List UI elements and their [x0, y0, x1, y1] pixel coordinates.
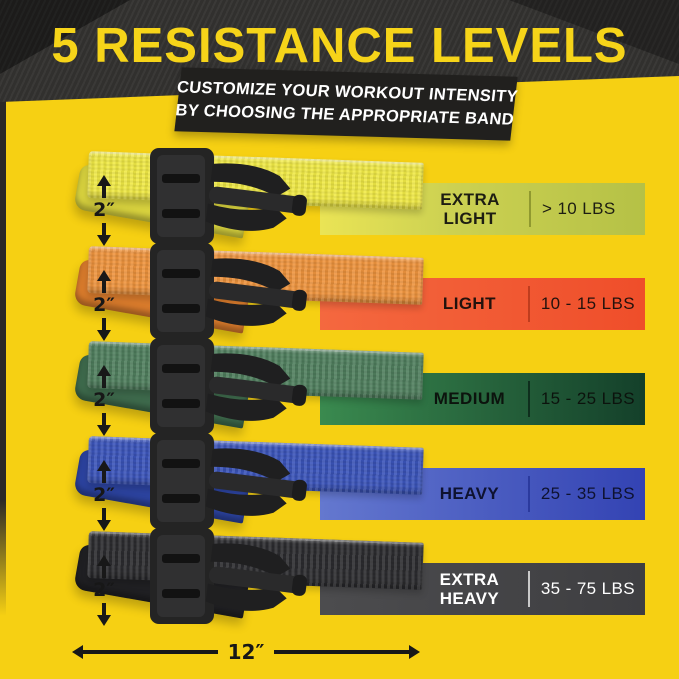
label-divider — [529, 191, 531, 227]
length-dimension-label: 12″ — [227, 640, 265, 664]
height-dimension-label: 2″ — [93, 293, 115, 316]
label-divider — [527, 381, 530, 417]
label-divider — [527, 476, 530, 512]
level-range: 15 - 25 LBS — [540, 389, 635, 408]
length-dimension-marker: 12″ — [72, 638, 420, 666]
level-range: 25 - 35 LBS — [540, 484, 635, 503]
height-dimension-marker: 2″ — [82, 364, 126, 436]
header-banner: 5 RESISTANCE LEVELS — [0, 0, 679, 102]
height-dimension-marker: 2″ — [82, 269, 126, 341]
buckle-icon — [150, 528, 311, 624]
level-label-bar: EXTRA LIGHT > 10 LBS — [320, 183, 645, 235]
height-dimension-marker: 2″ — [82, 554, 126, 626]
page-title: 5 RESISTANCE LEVELS — [51, 19, 628, 73]
level-row-light: LIGHT 10 - 15 LBS 2″ — [0, 243, 679, 343]
level-name: HEAVY — [439, 484, 500, 504]
buckle-icon — [150, 338, 311, 434]
label-divider — [527, 286, 530, 322]
level-range: > 10 LBS — [542, 199, 616, 218]
level-range: 35 - 75 LBS — [540, 579, 635, 598]
up-arrow-icon — [102, 564, 106, 578]
height-dimension-label: 2″ — [93, 483, 115, 506]
level-row-medium: MEDIUM 15 - 25 LBS 2″ — [0, 338, 679, 438]
right-arrow-icon — [409, 645, 420, 659]
level-name: EXTRA LIGHT — [440, 189, 500, 228]
height-dimension-marker: 2″ — [82, 459, 126, 531]
up-arrow-icon — [102, 469, 106, 483]
height-dimension-label: 2″ — [93, 388, 115, 411]
level-name: EXTRA HEAVY — [439, 569, 500, 608]
buckle-icon — [150, 433, 311, 529]
left-arrow-icon — [72, 645, 83, 659]
dimension-line — [83, 650, 218, 654]
height-dimension-label: 2″ — [93, 578, 115, 601]
height-dimension-label: 2″ — [93, 198, 115, 221]
level-row-heavy: HEAVY 25 - 35 LBS 2″ — [0, 433, 679, 533]
down-arrow-icon — [102, 412, 106, 426]
buckle-icon — [150, 148, 311, 244]
down-arrow-icon — [102, 507, 106, 521]
down-arrow-icon — [102, 602, 106, 616]
label-divider — [527, 571, 530, 607]
level-name: MEDIUM — [433, 389, 506, 409]
down-arrow-icon — [102, 317, 106, 331]
down-arrow-icon — [102, 222, 106, 236]
subtitle-banner: CUSTOMIZE YOUR WORKOUT INTENSITY BY CHOO… — [174, 67, 519, 141]
level-name: LIGHT — [442, 294, 496, 314]
up-arrow-icon — [102, 184, 106, 198]
level-row-extra-heavy: EXTRA HEAVY 35 - 75 LBS 2″ — [0, 528, 679, 628]
level-row-extra-light: EXTRA LIGHT > 10 LBS 2″ — [0, 148, 679, 248]
left-edge-stripe — [0, 86, 6, 616]
up-arrow-icon — [102, 279, 106, 293]
up-arrow-icon — [102, 374, 106, 388]
height-dimension-marker: 2″ — [82, 174, 126, 246]
buckle-icon — [150, 243, 311, 339]
dimension-line — [274, 650, 409, 654]
level-range: 10 - 15 LBS — [540, 294, 635, 313]
